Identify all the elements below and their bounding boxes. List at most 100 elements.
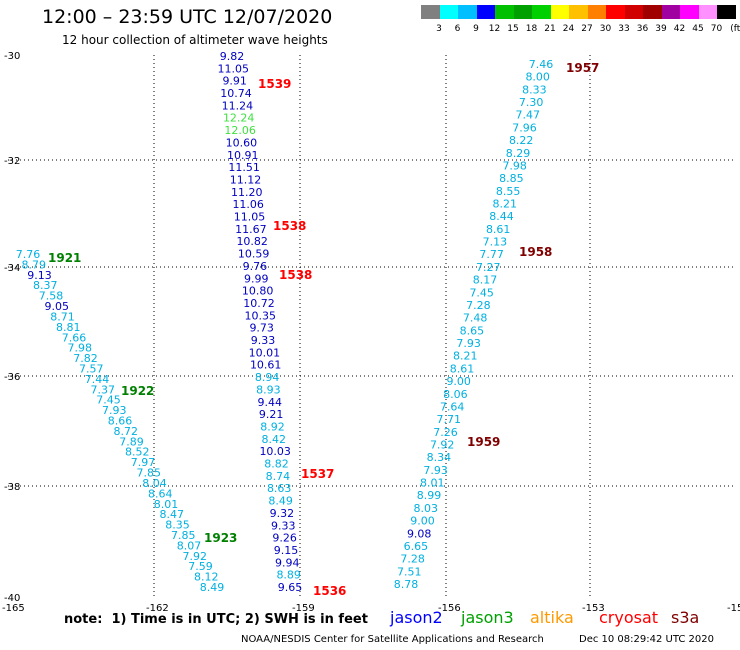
- footer-note: note: 1) Time is in UTC; 2) SWH is in fe…: [64, 612, 368, 627]
- altimeter-tracks: 7.768.799.138.377.589.058.718.817.667.98…: [16, 50, 554, 594]
- color-swatch: [569, 5, 588, 19]
- color-swatch: [624, 5, 644, 19]
- color-swatch: [550, 5, 570, 19]
- wave-height-value: 8.78: [394, 578, 419, 591]
- pass-time-label: 1958: [519, 245, 552, 259]
- wave-height-value: 12.24: [223, 112, 255, 125]
- wave-height-value: 9.76: [243, 260, 268, 273]
- axis-tick-labels: -165 -162 -159 -156 -153 -150 -30 -32 -34 -36 -38 -…: [2, 51, 740, 614]
- wave-height-value: 7.28: [466, 299, 491, 312]
- wave-height-value: 9.05: [45, 300, 70, 313]
- wave-height-value: 7.77: [479, 248, 504, 261]
- wave-height-value: 7.28: [400, 553, 425, 566]
- wave-height-value: 9.08: [407, 527, 432, 540]
- wave-height-value: 8.92: [260, 421, 285, 434]
- wave-height-value: 7.98: [502, 160, 527, 173]
- wave-height-value: 8.37: [33, 279, 58, 292]
- wave-height-value: 8.44: [489, 210, 514, 223]
- wave-height-value: 7.26: [433, 426, 458, 439]
- color-swatch: [606, 5, 625, 19]
- wave-height-value: 8.71: [50, 310, 75, 323]
- wave-height-value: 7.93: [456, 337, 481, 350]
- wave-height-value: 7.45: [96, 394, 121, 407]
- lat-tick-label: -30: [4, 51, 20, 62]
- wave-height-value: 7.96: [512, 121, 537, 134]
- wave-height-value: 7.85: [171, 529, 196, 542]
- wave-height-value: 8.74: [266, 470, 291, 483]
- wave-height-value: 9.44: [258, 396, 283, 409]
- wave-height-value: 9.00: [410, 515, 435, 528]
- wave-height-value: 10.74: [220, 87, 252, 100]
- wave-height-value: 8.47: [160, 508, 185, 521]
- color-scale-label: 70: [710, 24, 723, 34]
- color-swatch: [717, 5, 736, 19]
- wave-height-value: 8.17: [473, 274, 498, 287]
- map-title: 12:00 – 23:59 UTC 12/07/2020: [42, 6, 333, 28]
- wave-height-value: 9.00: [446, 375, 471, 388]
- wave-height-value: 7.13: [483, 236, 508, 249]
- color-scale-label: 36: [636, 24, 649, 34]
- wave-height-value: 10.03: [259, 445, 291, 458]
- wave-height-value: 9.94: [275, 556, 300, 569]
- wave-height-value: 11.24: [222, 99, 254, 112]
- wave-height-value: 9.99: [244, 272, 269, 285]
- wave-height-value: 10.91: [227, 149, 259, 162]
- color-swatch: [495, 5, 514, 19]
- color-swatch: [532, 5, 551, 19]
- footer-credit: NOAA/NESDIS Center for Satellite Applica…: [241, 634, 544, 645]
- wave-height-value: 8.81: [56, 321, 81, 334]
- wave-height-value: 10.01: [249, 346, 281, 359]
- wave-height-value: 8.66: [108, 415, 133, 428]
- wave-height-value: 8.42: [262, 433, 287, 446]
- wave-height-value: 10.60: [226, 136, 258, 149]
- lat-tick-label: -40: [4, 593, 20, 604]
- wave-height-value: 8.94: [255, 371, 280, 384]
- satellite-legend-item: jason3: [461, 608, 514, 627]
- lat-tick-label: -38: [4, 482, 20, 493]
- wave-height-value: 8.49: [200, 581, 225, 594]
- satellite-legend-item: s3a: [671, 608, 700, 627]
- lon-tick-label: -156: [438, 603, 461, 614]
- color-swatch: [439, 5, 459, 19]
- wave-height-value: 9.26: [272, 532, 297, 545]
- color-scale-label: 27: [581, 24, 593, 34]
- lon-tick-label: -159: [292, 603, 315, 614]
- color-scale-label: 3: [436, 24, 442, 34]
- color-swatch: [421, 5, 440, 19]
- wave-height-value: 9.33: [251, 334, 276, 347]
- wave-height-value: 8.00: [525, 71, 550, 84]
- pass-time-label: 1921: [48, 251, 81, 265]
- satellite-legend-item: jason2: [390, 608, 443, 627]
- pass-time-label: 1536: [313, 584, 346, 598]
- wave-height-value: 7.93: [102, 404, 127, 417]
- color-swatch: [458, 5, 477, 19]
- wave-height-value: 8.21: [493, 198, 518, 211]
- wave-height-value: 7.59: [188, 560, 213, 573]
- lon-tick-label: -162: [146, 603, 169, 614]
- wave-height-value: 8.85: [499, 172, 524, 185]
- pass-time-label: 1922: [121, 384, 154, 398]
- wave-height-value: 8.65: [460, 324, 485, 337]
- color-scale-label: 9: [473, 24, 479, 34]
- wave-height-value: 11.12: [230, 174, 262, 187]
- lat-tick-label: -36: [4, 372, 20, 383]
- wave-height-value: 7.85: [137, 467, 162, 480]
- satellite-legend-item: cryosat: [599, 608, 659, 627]
- pass-time-label: 1923: [204, 531, 237, 545]
- wave-height-value: 9.65: [278, 581, 303, 594]
- color-scale-label: 30: [599, 24, 612, 34]
- wave-height-value: 8.34: [427, 451, 452, 464]
- wave-height-value: 8.82: [264, 458, 289, 471]
- wave-height-value: 8.89: [276, 569, 301, 582]
- wave-height-value: 8.99: [417, 489, 442, 502]
- pass-time-label: 1539: [258, 77, 291, 91]
- wave-height-value: 8.35: [165, 519, 190, 532]
- color-scale-label: 24: [562, 24, 575, 34]
- wave-height-value: 9.91: [222, 75, 247, 88]
- wave-height-value: 8.79: [22, 258, 47, 271]
- color-scale-label: 15: [507, 24, 519, 34]
- wave-height-value: 8.29: [506, 147, 531, 160]
- lat-tick-label: -34: [4, 263, 20, 274]
- wave-height-value: 9.33: [271, 519, 296, 532]
- wave-height-value: 7.57: [79, 363, 104, 376]
